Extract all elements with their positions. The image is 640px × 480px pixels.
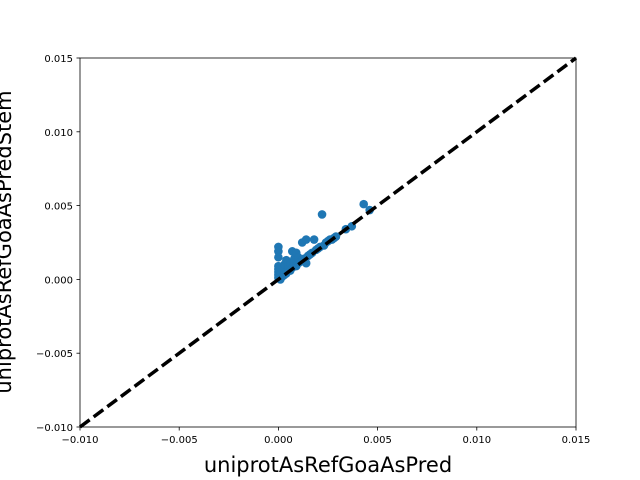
reference-diagonal-line [78, 56, 578, 429]
x-axis-ticks: −0.010 −0.005 0.000 0.005 0.010 0.015 [61, 427, 590, 446]
data-point [274, 252, 283, 262]
x-tick-label: 0.000 [264, 435, 293, 446]
data-point [317, 210, 327, 219]
y-tick-label: −0.010 [36, 423, 73, 434]
x-tick-label: 0.010 [462, 435, 491, 446]
y-axis-ticks: −0.010 −0.005 0.000 0.005 0.010 0.015 [36, 54, 80, 434]
data-point [309, 235, 319, 244]
x-tick-label: −0.010 [61, 435, 98, 446]
x-axis-label: uniprotAsRefGoaAsPred [204, 453, 452, 477]
y-axis-label: uniprotAsRefGoaAsPredStem [0, 90, 16, 393]
data-point [359, 199, 369, 209]
x-tick-label: 0.015 [562, 435, 591, 446]
y-tick-label: −0.005 [36, 349, 73, 360]
y-tick-label: 0.000 [44, 275, 73, 286]
data-point [301, 235, 311, 244]
x-tick-label: −0.005 [161, 435, 198, 446]
data-point [274, 247, 283, 256]
y-tick-label: 0.010 [44, 128, 73, 139]
data-points [274, 199, 374, 284]
x-tick-label: 0.005 [363, 435, 392, 446]
y-tick-label: 0.005 [44, 202, 73, 213]
plot-frame [79, 57, 577, 428]
y-tick-label: 0.015 [44, 54, 73, 65]
